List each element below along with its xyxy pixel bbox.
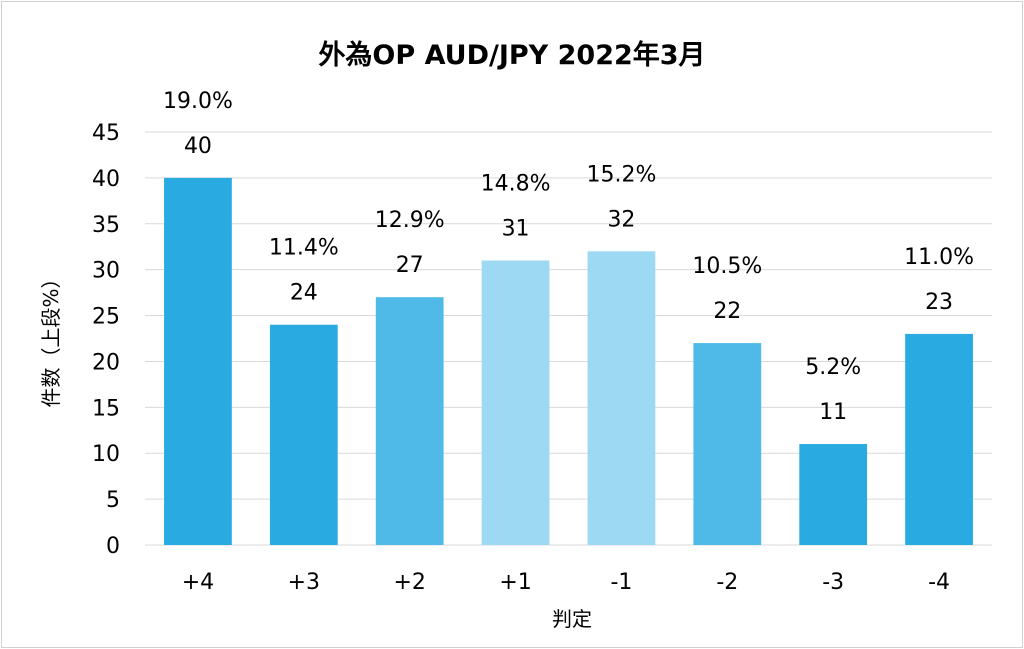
value-label: 22 (713, 299, 741, 324)
y-tick-label: 40 (92, 167, 120, 192)
chart-title: 外為OP AUD/JPY 2022年3月 (318, 39, 705, 71)
bar-5 (693, 343, 762, 545)
bar-4 (587, 251, 656, 546)
y-tick-label: 0 (106, 534, 120, 559)
bar-1 (269, 324, 338, 545)
value-label: 24 (290, 281, 318, 306)
x-tick-label: -4 (928, 570, 950, 595)
y-tick-label: 5 (106, 488, 120, 513)
percent-label: 19.0% (163, 89, 233, 114)
y-tick-label: 35 (92, 213, 120, 238)
y-tick-label: 45 (92, 121, 120, 146)
x-tick-label: +2 (393, 570, 425, 595)
value-label: 11 (819, 400, 847, 425)
percent-label: 11.4% (269, 236, 339, 261)
percent-label: 12.9% (375, 208, 445, 233)
bar-2 (375, 297, 444, 545)
value-label: 23 (925, 290, 953, 315)
bar-3 (481, 260, 550, 545)
value-label: 31 (502, 216, 530, 241)
y-tick-label: 25 (92, 305, 120, 330)
x-tick-label: -1 (610, 570, 632, 595)
bars (164, 177, 973, 546)
y-axis-ticks: 0 5 10 15 20 25 30 35 40 45 (92, 121, 120, 559)
y-tick-label: 20 (92, 350, 120, 375)
x-axis-ticks: +4 +3 +2 +1 -1 -2 -3 -4 (182, 570, 950, 595)
value-label: 27 (396, 253, 424, 278)
data-labels: 40 19.0% 24 11.4% 27 12.9% 31 14.8% 32 15.2% 22 10.… (163, 89, 974, 425)
value-label: 40 (184, 134, 212, 159)
bar-7 (905, 333, 973, 545)
bar-0 (164, 177, 232, 545)
y-axis-title: 件数（上段%） (39, 268, 63, 407)
percent-label: 10.5% (692, 254, 762, 279)
x-tick-label: +3 (288, 570, 320, 595)
x-tick-label: -2 (716, 570, 738, 595)
x-tick-label: +1 (499, 570, 531, 595)
x-tick-label: +4 (182, 570, 214, 595)
percent-label: 5.2% (805, 355, 861, 380)
y-tick-label: 15 (92, 396, 120, 421)
value-label: 32 (607, 207, 635, 232)
x-axis-title: 判定 (552, 607, 592, 631)
y-tick-label: 10 (92, 442, 120, 467)
percent-label: 15.2% (586, 162, 656, 187)
x-tick-label: -3 (822, 570, 844, 595)
percent-label: 11.0% (904, 245, 974, 270)
y-tick-label: 30 (92, 259, 120, 284)
percent-label: 14.8% (481, 171, 551, 196)
bar-6 (799, 444, 868, 545)
